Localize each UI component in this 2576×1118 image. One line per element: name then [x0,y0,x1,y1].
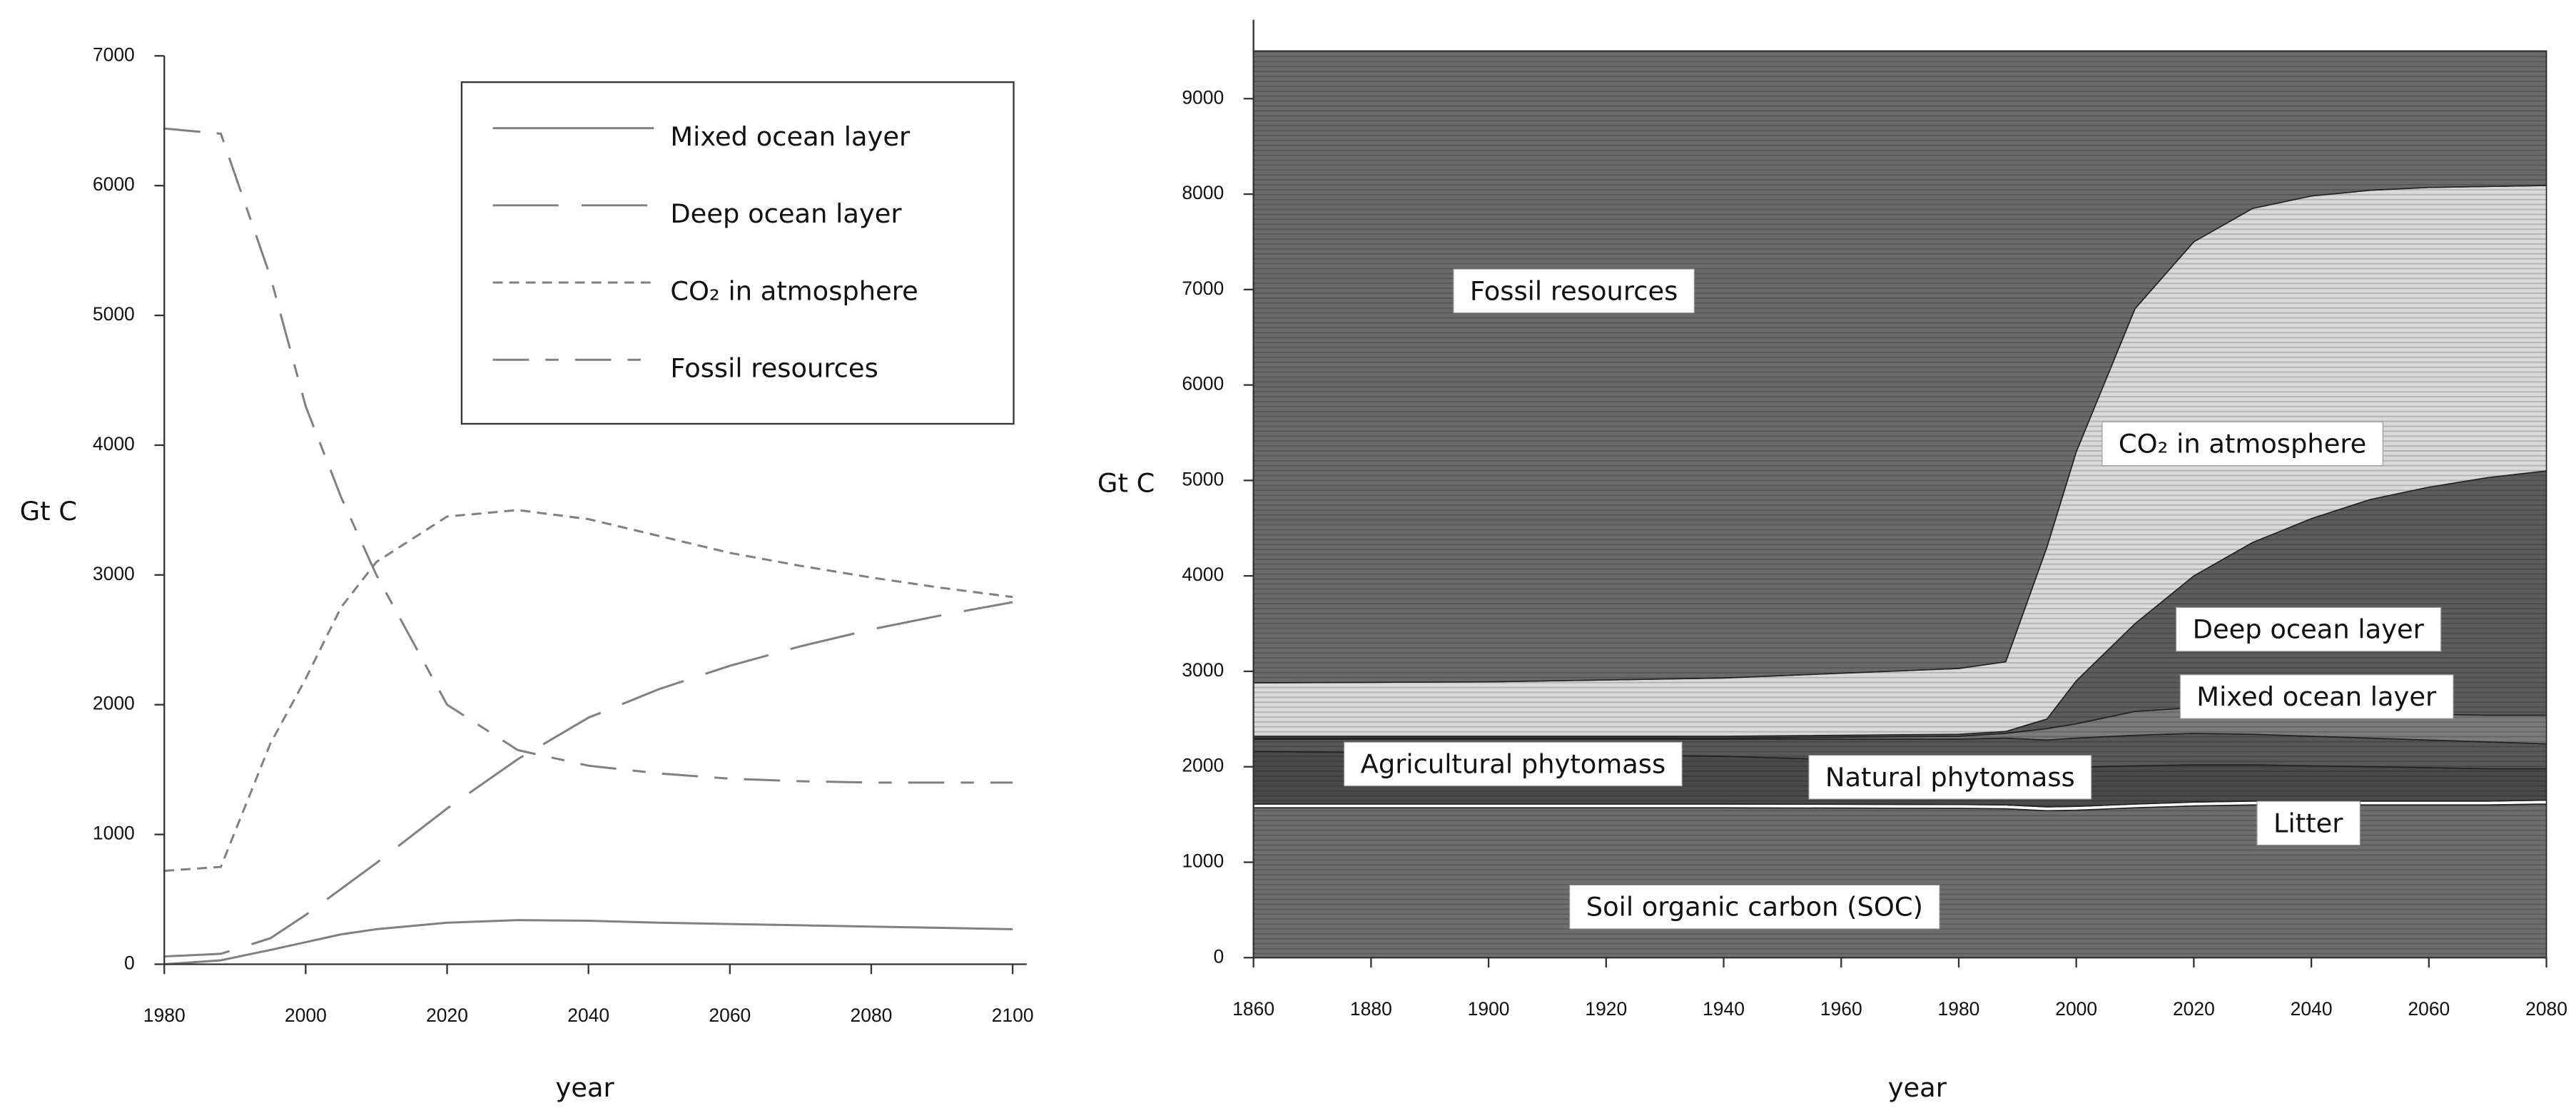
x-tick-label: 2000 [2055,998,2097,1020]
y-tick-label: 4000 [1182,564,1224,585]
y-tick-label: 3000 [93,563,135,584]
area-label-box [2101,421,2383,467]
area-label: Agricultural phytomass [1361,748,1666,779]
y-axis-title: Gt C [20,496,77,527]
area-label-box [2256,801,2361,846]
y-tick-label: 3000 [1182,659,1224,681]
area-label: Fossil resources [1470,275,1678,306]
legend-label: Fossil resources [670,353,878,384]
area-label: Natural phytomass [1825,762,2075,793]
x-tick-label: 1980 [1938,998,1980,1020]
area-texture [1253,186,2547,736]
y-tick-label: 0 [1213,945,1224,967]
area-label-box [1569,884,1940,930]
x-axis-title: year [1888,1072,1947,1103]
area-label-box [1344,741,1683,787]
y-tick-label: 7000 [1182,278,1224,299]
legend-label: CO₂ in atmosphere [670,275,918,306]
x-tick-label: 2040 [567,1005,609,1026]
x-tick-label: 2080 [851,1005,893,1026]
x-tick-label: 2000 [285,1005,327,1026]
area-label: Mixed ocean layer [2196,681,2437,712]
area-label: Litter [2273,808,2343,838]
chart-panel: Mixed ocean layer Deep ocean layer CO₂ in … [20,44,1034,1103]
y-tick-label: 1000 [93,823,135,844]
series-line [164,919,1013,965]
area-label-box [2179,674,2454,719]
y-axis-title: Gt C [1097,468,1155,499]
y-tick-label: 5000 [93,303,135,325]
x-tick-label: 1980 [143,1005,186,1026]
y-tick-label: 2000 [93,693,135,714]
x-tick-label: 2060 [709,1005,751,1026]
y-tick-label: 9000 [1182,86,1224,108]
x-tick-label: 2060 [2408,998,2450,1020]
legend-label: Mixed ocean layer [670,121,911,152]
x-tick-label: 2080 [2525,998,2567,1020]
y-tick-label: 5000 [1182,468,1224,489]
y-tick-label: 4000 [93,433,135,454]
x-tick-label: 1880 [1350,998,1392,1020]
y-tick-label: 2000 [1182,755,1224,776]
y-tick-label: 0 [124,952,135,973]
x-tick-label: 1900 [1468,998,1510,1020]
y-tick-label: 6000 [93,173,135,195]
x-tick-label: 1920 [1585,998,1627,1020]
area-label-box [1808,755,2092,800]
series-line [164,127,1013,784]
x-tick-label: 1940 [1703,998,1745,1020]
x-tick-label: 2020 [426,1005,468,1026]
y-tick-label: 8000 [1182,182,1224,203]
x-axis-title: year [556,1072,615,1103]
series-line [164,601,1013,958]
x-tick-label: 1860 [1232,998,1274,1020]
x-tick-label: 2100 [992,1005,1034,1026]
area-texture [1253,51,2547,683]
x-tick-label: 2020 [2173,998,2215,1020]
y-tick-label: 6000 [1182,373,1224,395]
area-texture [1253,471,2547,738]
x-tick-label: 2040 [2291,998,2333,1020]
area-label: Soil organic carbon (SOC) [1586,892,1923,923]
legend-box [460,81,1015,425]
series-line [164,509,1013,873]
chart-panel: Soil organic carbon (SOC) Litter Natural p… [1097,19,2567,1103]
y-tick-label: 7000 [93,44,135,65]
x-tick-label: 1960 [1820,998,1862,1020]
area-label: CO₂ in atmosphere [2119,428,2366,459]
legend-label: Deep ocean layer [670,198,902,229]
area-label-box [2176,606,2442,652]
area-label: Deep ocean layer [2193,614,2425,645]
y-tick-label: 1000 [1182,850,1224,871]
area-label-box [1453,268,1695,314]
